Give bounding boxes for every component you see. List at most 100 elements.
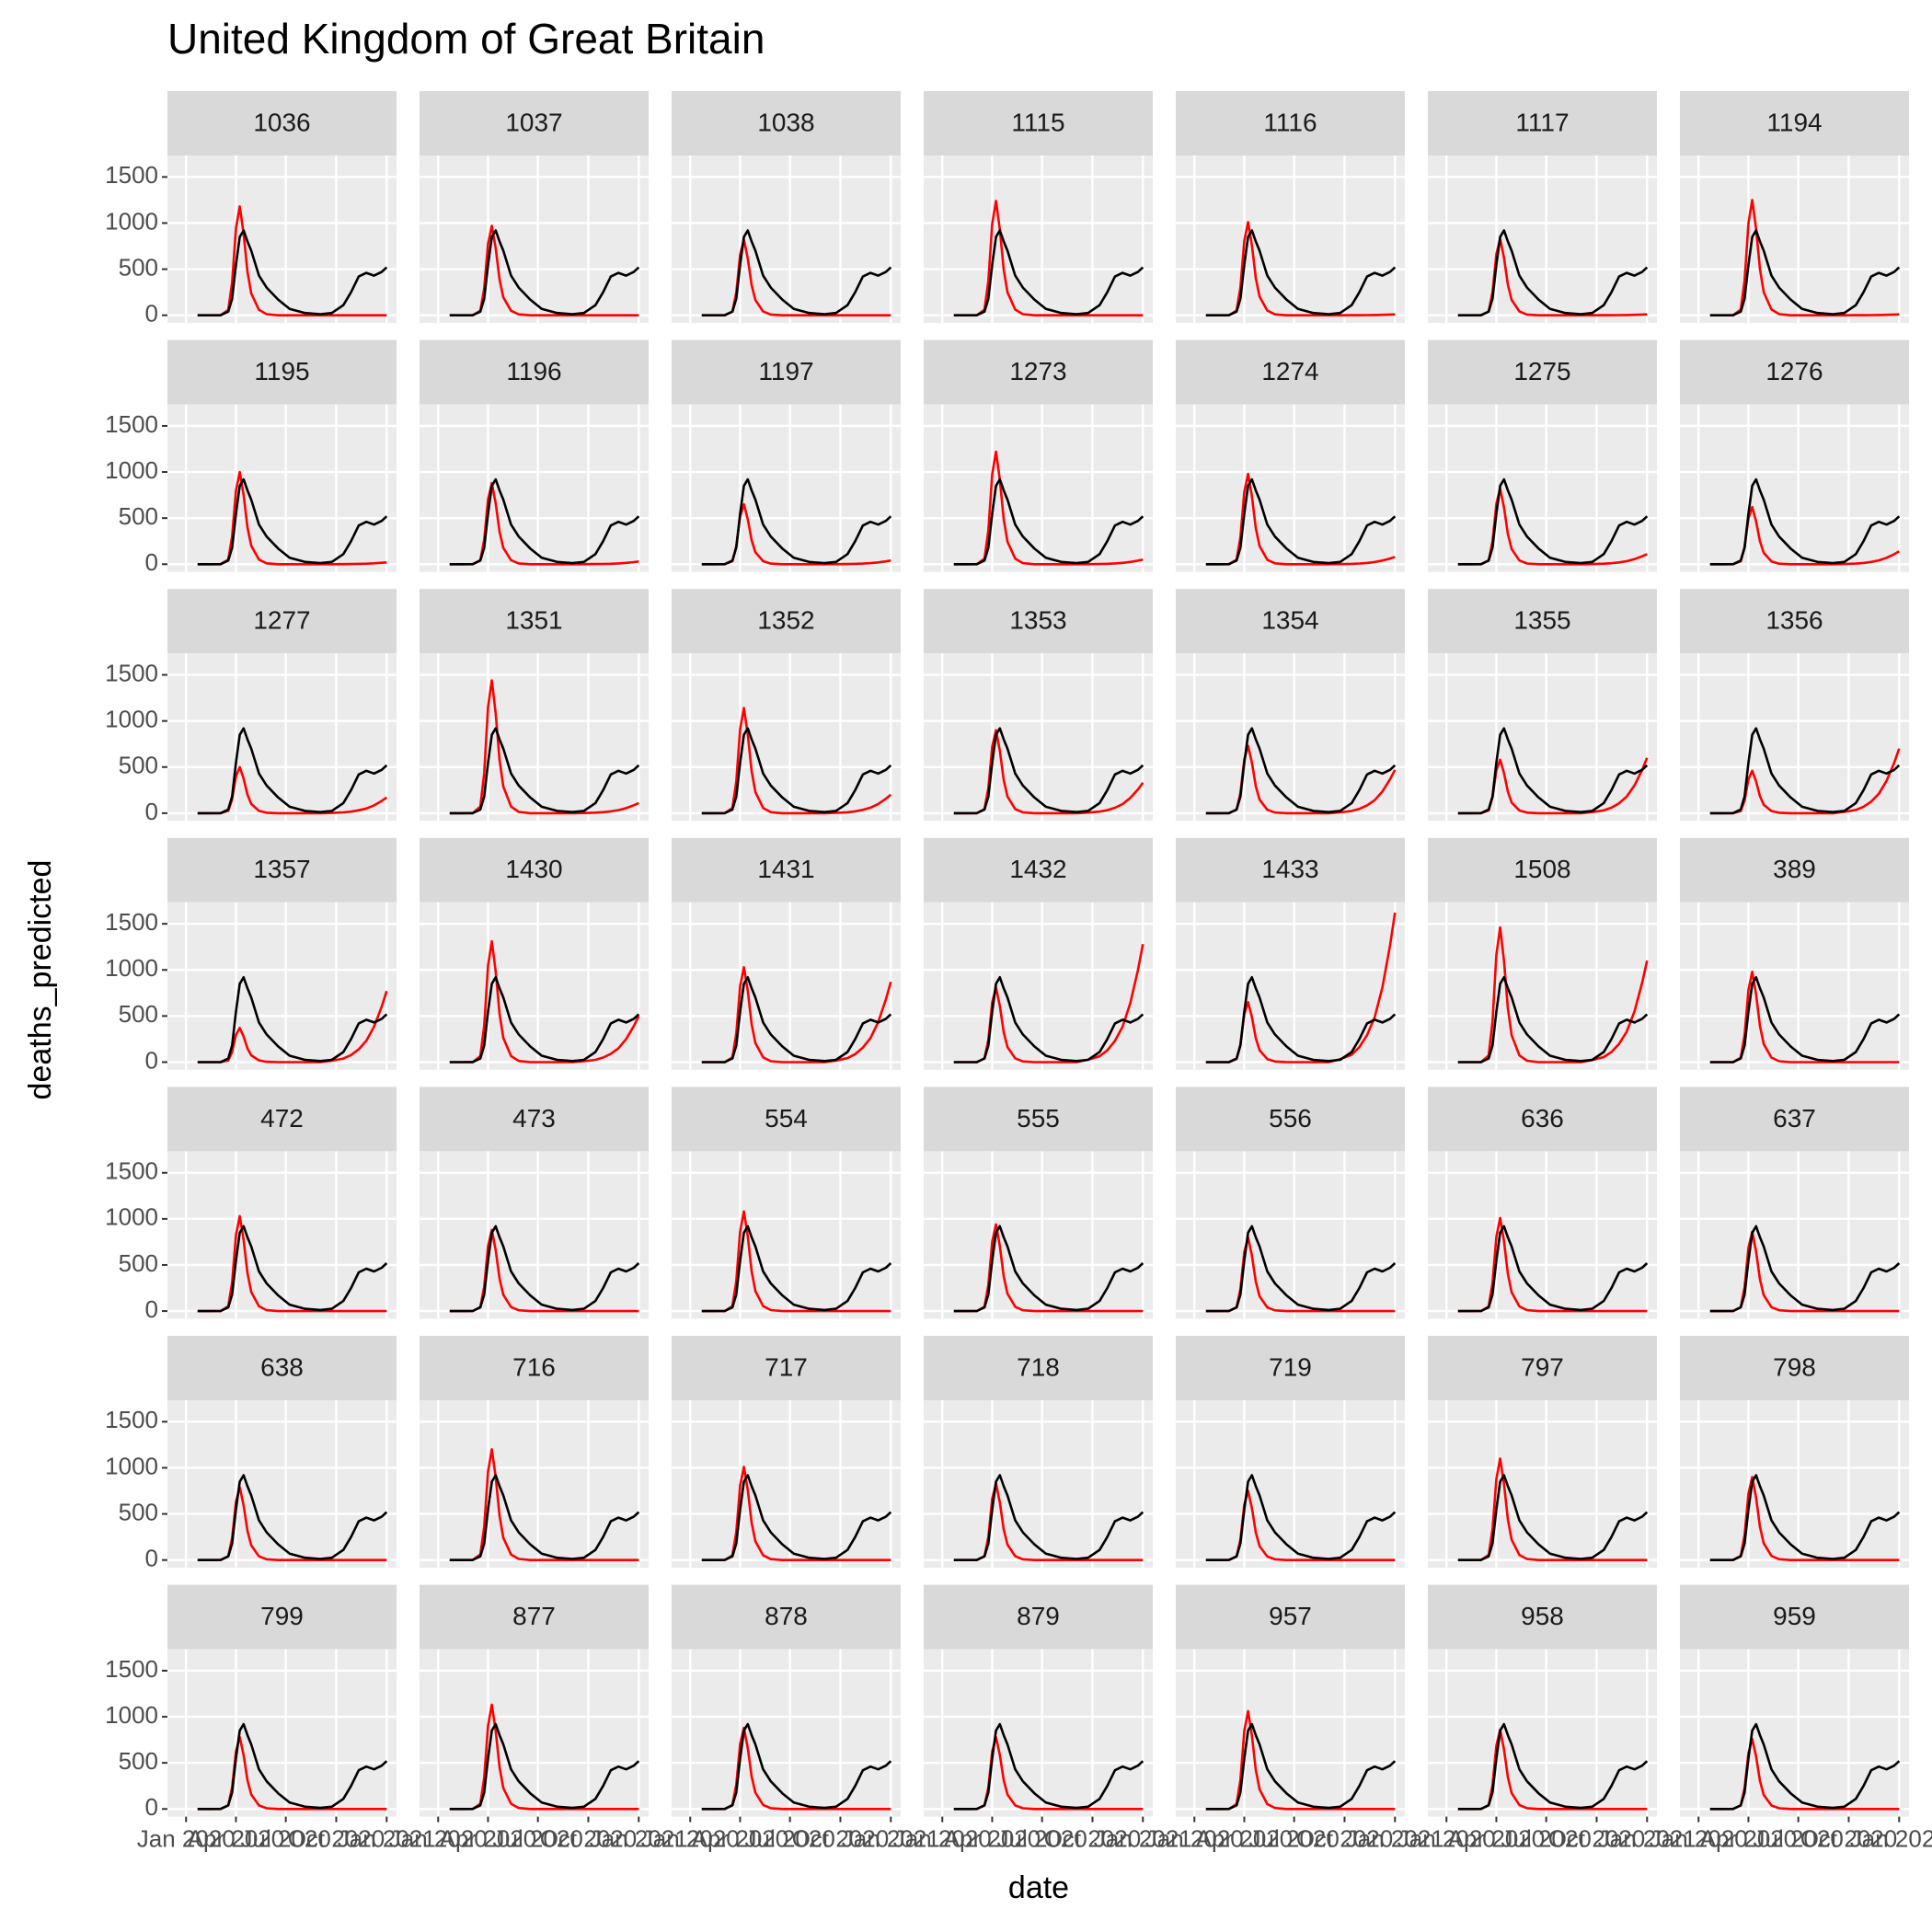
strip bbox=[420, 1584, 649, 1650]
strip bbox=[924, 1336, 1153, 1400]
strip-label: 389 bbox=[1773, 855, 1816, 883]
x-tick-label: Jan 2020 bbox=[893, 1824, 992, 1852]
observed-line bbox=[449, 727, 640, 815]
strip-label: 1356 bbox=[1765, 606, 1823, 635]
panel-background bbox=[1428, 404, 1657, 572]
panel-background bbox=[167, 404, 397, 572]
observed-line bbox=[1205, 1225, 1397, 1313]
strip-label: 556 bbox=[1269, 1104, 1312, 1133]
observed-line bbox=[1457, 976, 1649, 1064]
x-tick-label: Apr 2020 bbox=[944, 1824, 1041, 1852]
strip-label: 718 bbox=[1017, 1352, 1060, 1381]
strip-label: 1194 bbox=[1766, 108, 1822, 136]
y-tick-label: 1500 bbox=[105, 659, 158, 686]
strip bbox=[167, 1336, 397, 1400]
strip bbox=[167, 589, 397, 654]
panel-background bbox=[1680, 902, 1909, 1070]
strip bbox=[1680, 1584, 1909, 1650]
strip-label: 1353 bbox=[1009, 606, 1066, 635]
predicted-line bbox=[197, 470, 387, 566]
x-tick-label: Jan 2021 bbox=[1346, 1824, 1444, 1852]
panel-background bbox=[420, 653, 649, 822]
observed-line bbox=[1205, 229, 1397, 316]
panel-background bbox=[420, 404, 649, 572]
panel-background bbox=[1680, 1151, 1909, 1319]
observed-line bbox=[953, 1722, 1144, 1811]
observed-line bbox=[449, 477, 640, 566]
observed-line bbox=[1709, 976, 1901, 1064]
strip-label: 636 bbox=[1521, 1104, 1564, 1133]
observed-line bbox=[197, 229, 388, 316]
strip-label: 1036 bbox=[253, 108, 310, 136]
x-tick-label: Oct 2020 bbox=[792, 1824, 890, 1852]
strip-label: 716 bbox=[512, 1352, 556, 1381]
y-tick-label: 0 bbox=[145, 1046, 158, 1074]
observed-line bbox=[953, 976, 1144, 1064]
strip-label: 473 bbox=[512, 1104, 556, 1133]
observed-line bbox=[1205, 727, 1397, 815]
observed-line bbox=[1709, 1225, 1901, 1313]
x-tick-label: Jan 2020 bbox=[1145, 1824, 1244, 1852]
x-tick-label: Oct 2020 bbox=[1548, 1824, 1646, 1852]
predicted-line bbox=[1457, 926, 1649, 1064]
y-tick-label: 500 bbox=[119, 1000, 158, 1028]
observed-line bbox=[953, 1225, 1144, 1313]
strip-label: 1276 bbox=[1765, 357, 1823, 385]
strip-label: 1196 bbox=[506, 357, 561, 385]
strip bbox=[1176, 589, 1405, 654]
strip bbox=[672, 1087, 901, 1152]
observed-line bbox=[449, 1722, 640, 1811]
y-tick-label: 0 bbox=[145, 798, 158, 825]
strip bbox=[420, 339, 649, 405]
observed-line bbox=[701, 1474, 892, 1561]
strip-label: 1352 bbox=[757, 606, 814, 635]
strip bbox=[1428, 589, 1657, 654]
panel-background bbox=[1428, 1649, 1657, 1817]
strip-label: 959 bbox=[1773, 1602, 1816, 1630]
observed-line bbox=[197, 1474, 388, 1561]
strip bbox=[1680, 339, 1909, 405]
strip bbox=[924, 339, 1153, 405]
x-tick-label: Jul 2020 bbox=[493, 1824, 583, 1852]
strip bbox=[1176, 837, 1405, 903]
strip bbox=[1680, 837, 1909, 903]
panel-background bbox=[167, 1400, 397, 1568]
strip-label: 1117 bbox=[1515, 108, 1569, 136]
observed-line bbox=[701, 976, 892, 1064]
x-tick-label: Apr 2020 bbox=[692, 1824, 789, 1852]
strip-label: 719 bbox=[1269, 1352, 1312, 1381]
panel-background bbox=[1176, 653, 1405, 822]
strip-label: 877 bbox=[512, 1602, 556, 1630]
predicted-line bbox=[1709, 199, 1900, 316]
observed-line bbox=[197, 477, 388, 566]
y-tick-label: 0 bbox=[145, 1295, 158, 1323]
strip-label: 1195 bbox=[254, 357, 309, 385]
observed-line bbox=[1205, 976, 1397, 1064]
chart-title: United Kingdom of Great Britain bbox=[167, 15, 765, 63]
strip bbox=[167, 1584, 397, 1650]
panel-background bbox=[1176, 155, 1405, 323]
strip-label: 554 bbox=[765, 1104, 808, 1133]
strip bbox=[420, 1336, 649, 1400]
observed-line bbox=[1457, 1722, 1649, 1811]
x-tick-label: Jan 2020 bbox=[137, 1824, 236, 1852]
observed-line bbox=[197, 727, 388, 815]
panel-background bbox=[1176, 1151, 1405, 1319]
strip-label: 472 bbox=[260, 1104, 304, 1133]
y-tick-label: 0 bbox=[145, 300, 158, 328]
y-tick-label: 1000 bbox=[105, 207, 158, 235]
panel-background bbox=[167, 902, 397, 1070]
x-tick-label: Oct 2020 bbox=[1800, 1824, 1898, 1852]
x-tick-label: Jan 2020 bbox=[1650, 1824, 1748, 1852]
predicted-line bbox=[449, 1448, 639, 1561]
y-tick-label: 1000 bbox=[105, 954, 158, 982]
strip-label: 1433 bbox=[1261, 855, 1318, 883]
strip-label: 957 bbox=[1269, 1602, 1312, 1630]
predicted-line bbox=[953, 1223, 1144, 1313]
panel-background bbox=[167, 1649, 397, 1817]
y-tick-label: 500 bbox=[119, 253, 158, 281]
observed-line bbox=[701, 229, 892, 316]
y-tick-label: 1500 bbox=[105, 908, 158, 936]
observed-line bbox=[953, 229, 1144, 316]
